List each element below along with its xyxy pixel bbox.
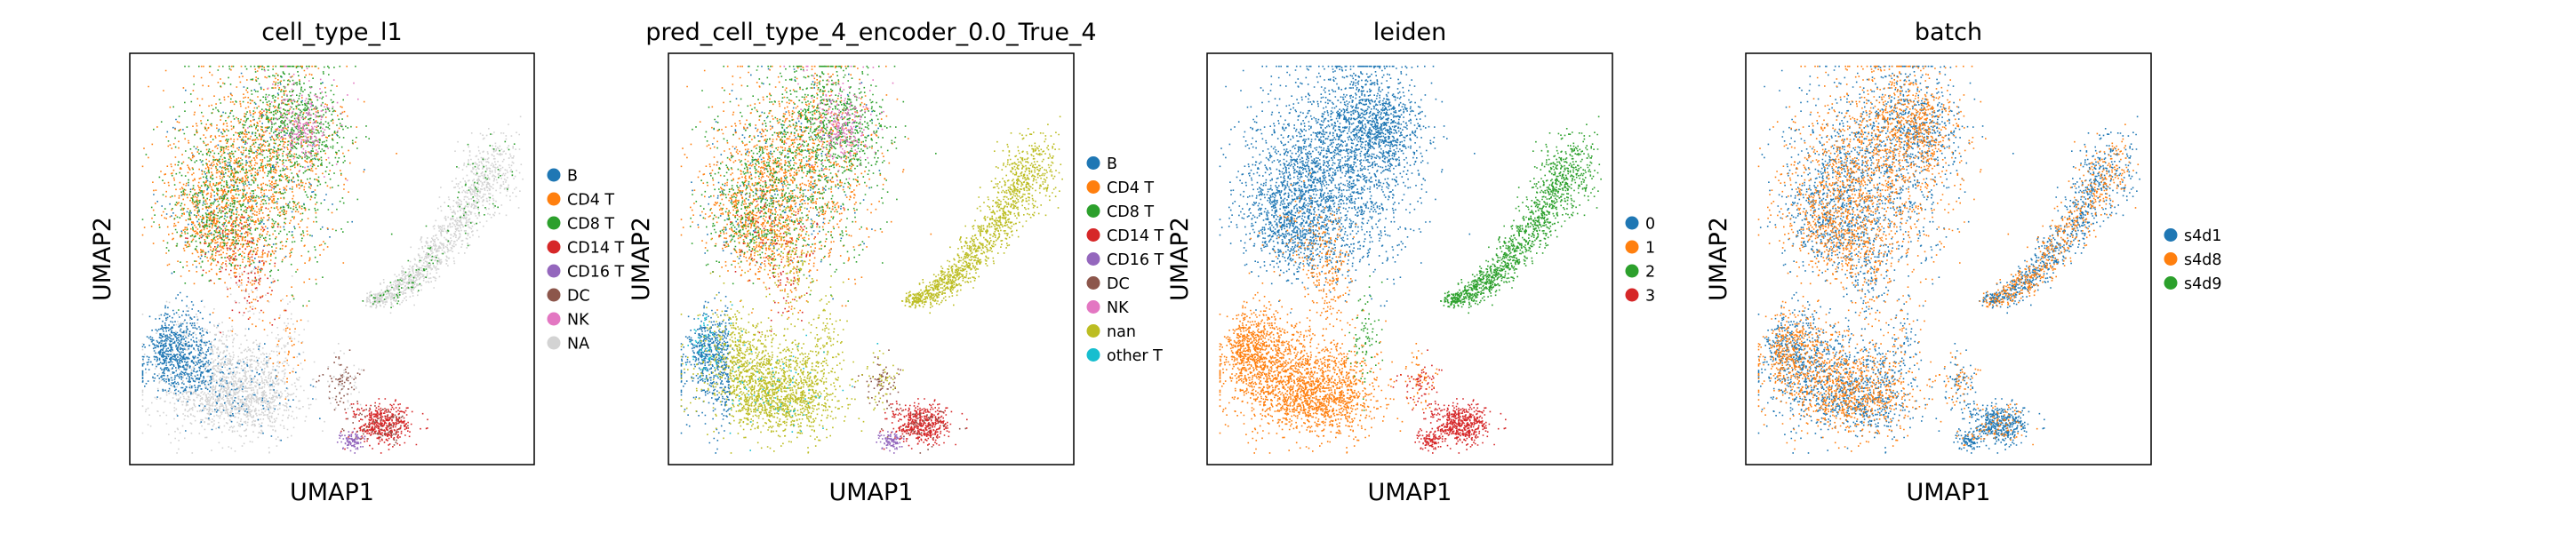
x-axis-label: UMAP1 [829, 479, 914, 506]
legend-label: 1 [1645, 240, 1655, 258]
scatter-series-cd4-t [680, 65, 932, 319]
legend-marker [547, 192, 561, 206]
scatter-series-b [141, 65, 365, 442]
legend-marker [1086, 252, 1100, 266]
legend-marker [2164, 228, 2178, 242]
legend-label: 3 [1645, 288, 1655, 306]
x-axis-label: UMAP1 [290, 479, 374, 506]
legend-marker [1086, 204, 1100, 218]
legend-marker [547, 264, 561, 278]
plot-frame [1745, 52, 2152, 465]
scatter-series-dc [853, 349, 967, 454]
legend-marker [547, 168, 561, 182]
legend-marker [547, 336, 561, 350]
legend-marker [2164, 252, 2178, 266]
panel-title: batch [1915, 19, 1982, 46]
legend-marker [1086, 276, 1100, 290]
legend-marker [1625, 240, 1639, 254]
scatter-series-cd14-t [185, 188, 428, 454]
legend-marker [1086, 348, 1100, 362]
legend: 0 1 2 3 [1625, 216, 1655, 306]
scatter-series-nk [246, 65, 359, 188]
legend-label: nan [1107, 323, 1136, 341]
y-axis-label: UMAP2 [1166, 217, 1194, 301]
x-axis-label: UMAP1 [1368, 479, 1452, 506]
legend-label: CD8 T [1107, 203, 1154, 221]
plot-frame [668, 52, 1075, 465]
legend-marker [1625, 216, 1639, 230]
scatter-series-3 [1392, 349, 1507, 454]
legend-marker [1086, 180, 1100, 194]
scatter-series-2 [1347, 115, 1602, 411]
scatter-series-nan [680, 115, 1063, 454]
legend: B CD4 T CD8 T CD14 T CD16 T DC NK nan other T [1086, 155, 1164, 365]
scatter-series-s4d8 [1757, 65, 2140, 452]
legend-label: DC [1107, 275, 1130, 293]
legend-marker [1086, 300, 1100, 314]
legend-label: s4d8 [2184, 251, 2222, 269]
legend-label: CD8 T [567, 216, 614, 234]
scatter-series-nk [783, 65, 894, 210]
legend-label: CD14 T [567, 240, 625, 258]
legend-label: DC [567, 288, 590, 306]
scatter-series-cd16-t [336, 431, 366, 454]
scatter-points [680, 65, 1063, 454]
plot-frame [1206, 52, 1613, 465]
y-axis-label: UMAP2 [628, 217, 655, 301]
umap-panel-4: batch UMAP1 UMAP2 s4d1 s4d8 s4d9 [1705, 19, 2222, 506]
umap-panel-2: pred_cell_type_4_encoder_0.0_True_4 UMAP1… [628, 19, 1164, 506]
legend-label: CD16 T [567, 264, 625, 282]
legend-label: 2 [1645, 264, 1655, 282]
legend-marker [547, 312, 561, 326]
umap-panel-3: leiden UMAP1 UMAP2 0 1 2 3 [1166, 19, 1655, 506]
scatter-points [1757, 65, 2140, 454]
y-axis-label: UMAP2 [89, 217, 116, 301]
scatter-series-s4d1 [1757, 65, 2140, 454]
scatter-series-cd8-t [141, 65, 516, 311]
y-axis-label: UMAP2 [1705, 217, 1732, 301]
legend-marker [2164, 276, 2178, 290]
panel-title: pred_cell_type_4_encoder_0.0_True_4 [645, 19, 1096, 46]
umap-panel-1: cell_type_l1 UMAP1 UMAP2 B CD4 T CD8 T CD14 T C… [89, 19, 625, 506]
legend-label: 0 [1645, 216, 1655, 234]
legend-marker [1625, 264, 1639, 278]
legend-label: NK [1107, 299, 1129, 317]
legend-marker [1086, 228, 1100, 242]
scatter-points [1219, 65, 1602, 454]
legend-marker [1086, 324, 1100, 338]
legend-label: NA [567, 336, 589, 354]
scatter-series-b [680, 65, 881, 454]
legend-label: other T [1107, 347, 1163, 365]
scatter-points [141, 65, 524, 454]
x-axis-label: UMAP1 [1907, 479, 1991, 506]
legend-label: NK [567, 312, 589, 330]
legend-marker [547, 288, 561, 302]
legend-label: CD14 T [1107, 227, 1164, 245]
legend-label: CD4 T [567, 192, 614, 210]
legend-label: CD4 T [1107, 179, 1154, 197]
legend: s4d1 s4d8 s4d9 [2164, 227, 2222, 293]
legend-label: s4d9 [2184, 275, 2222, 293]
legend-label: CD16 T [1107, 251, 1164, 269]
legend-marker [1625, 288, 1639, 302]
legend-label: B [567, 168, 578, 186]
scatter-series-cd16-t [876, 431, 905, 454]
legend-label: s4d1 [2184, 227, 2222, 245]
legend-marker [547, 216, 561, 230]
panel-title: leiden [1373, 19, 1446, 46]
legend-label: B [1107, 155, 1117, 173]
scatter-series-1 [1219, 172, 1439, 454]
legend-marker [1086, 156, 1100, 170]
panel-title: cell_type_l1 [261, 19, 402, 46]
scatter-series-na [141, 115, 524, 454]
legend: B CD4 T CD8 T CD14 T CD16 T DC NK NA [547, 168, 625, 354]
plot-frame [129, 52, 535, 465]
scatter-series-cd14-t [718, 180, 968, 450]
scatter-series-0 [1219, 65, 1476, 314]
legend-marker [547, 240, 561, 254]
